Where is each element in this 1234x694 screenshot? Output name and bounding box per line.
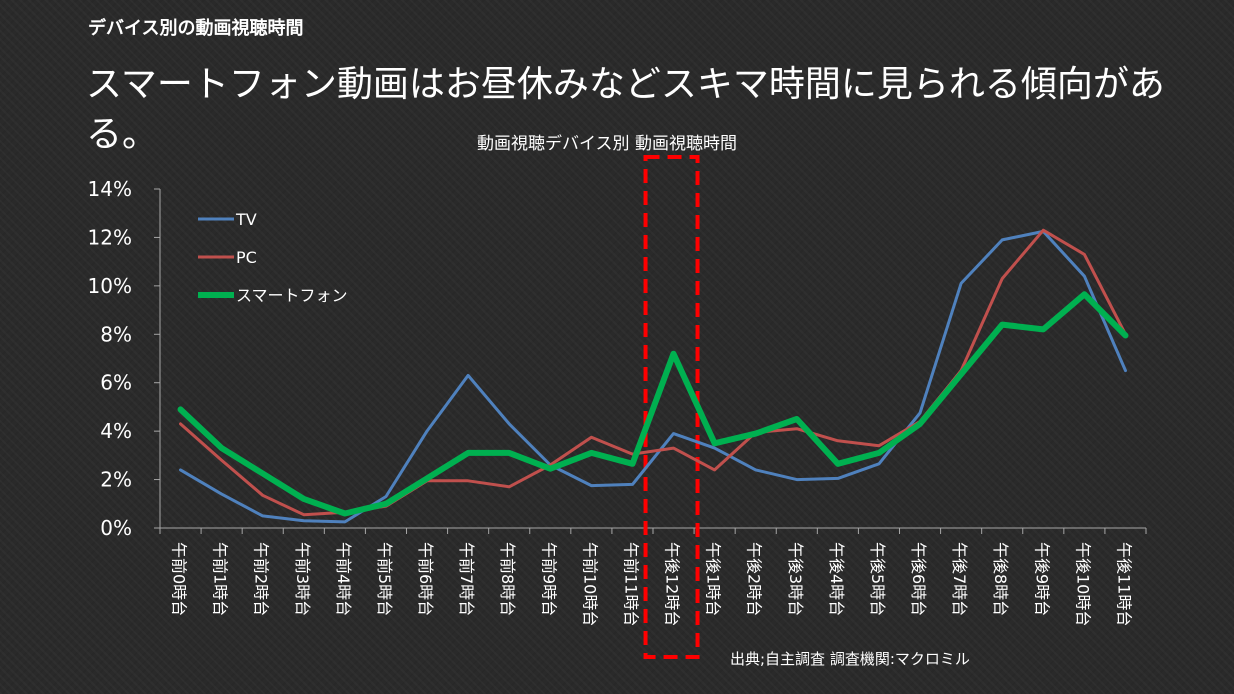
x-tick-label: 午後11時台 [1114,542,1133,626]
chart-title: 動画視聴デバイス別 動画視聴時間 [477,133,737,154]
legend-label: PC [236,248,257,267]
x-tick-label: 午後1時台 [704,542,723,616]
highlight-box [643,155,700,659]
y-tick-label: 10% [88,274,132,298]
x-tick-label: 午後8時台 [991,542,1010,616]
x-tick-label: 午前3時台 [293,542,312,616]
x-tick-label: 午後5時台 [868,542,887,616]
y-tick-label: 2% [100,468,132,492]
x-tick-label: 午前11時台 [621,542,640,626]
x-tick-label: 午後4時台 [827,542,846,616]
x-tick-label: 午前5時台 [375,542,394,616]
series-line-2 [179,228,1127,517]
x-tick-label: 午後6時台 [909,542,928,616]
x-tick-label: 午前1時台 [211,542,230,616]
x-tick-label: 午前10時台 [580,542,599,626]
series-line-1 [179,229,1127,524]
slide-label: デバイス別の動画視聴時間 [88,18,304,39]
y-tick-label: 12% [88,225,132,249]
y-tick-label: 8% [100,322,132,346]
x-tick-label: 午前8時台 [498,542,517,616]
x-tick-label: 午前0時台 [170,542,189,616]
y-tick-label: 4% [100,419,132,443]
x-tick-label: 午前7時台 [457,542,476,616]
y-tick-label: 0% [100,516,132,540]
y-tick-label: 6% [100,371,132,395]
source-note: 出典;自主調査 調査機関:マクロミル [730,650,970,668]
legend-label: TV [235,210,257,229]
x-tick-label: 午後12時台 [663,542,682,626]
x-tick-label: 午後7時台 [950,542,969,616]
series-line-3 [177,291,1129,517]
x-tick-label: 午前6時台 [416,542,435,616]
x-tick-label: 午前4時台 [334,542,353,616]
legend-label: スマートフォン [236,286,348,305]
x-tick-label: 午前2時台 [252,542,271,616]
x-tick-label: 午後3時台 [786,542,805,616]
x-tick-label: 午後10時台 [1073,542,1092,626]
x-tick-label: 午後9時台 [1032,542,1051,616]
x-tick-label: 午前9時台 [539,542,558,616]
slide-headline: スマートフォン動画はお昼休みなどスキマ時間に見られる傾向がある。 [86,64,1165,155]
x-tick-label: 午後2時台 [745,542,764,616]
y-tick-label: 14% [88,177,132,201]
